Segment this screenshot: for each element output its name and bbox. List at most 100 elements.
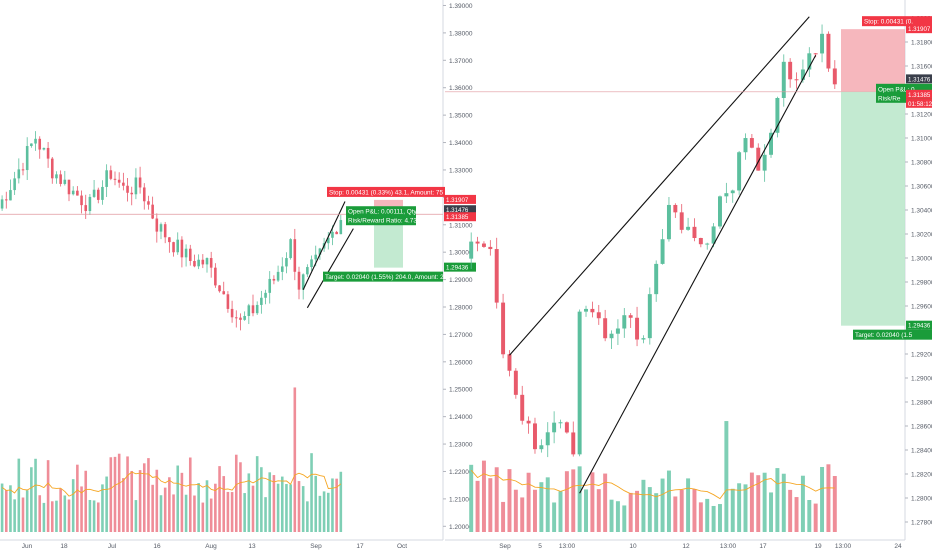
- volume-bar: [67, 499, 71, 532]
- trendline: [302, 201, 346, 290]
- volume-bar: [276, 483, 280, 532]
- candle-up: [545, 432, 550, 446]
- candle-down: [520, 394, 525, 421]
- volume-bar: [209, 498, 213, 532]
- risk-reward-label-box: [346, 215, 416, 226]
- volume-bar: [737, 483, 742, 532]
- y-tick-label: 1.30200: [911, 232, 932, 239]
- candle-down: [475, 241, 480, 244]
- target-zone: [841, 91, 905, 326]
- candle-up: [711, 226, 716, 244]
- volume-bar: [251, 485, 255, 532]
- candle-down: [513, 370, 518, 395]
- volume-bar: [788, 489, 793, 532]
- price-tag: 1.31476: [446, 207, 469, 214]
- volume-bar: [21, 497, 25, 532]
- candle-up: [666, 204, 671, 240]
- y-tick-label: 1.29800: [911, 280, 932, 287]
- volume-bar: [109, 457, 113, 532]
- volume-bar: [176, 465, 180, 532]
- stop-label: Stop: 0.00431 (0.33%) 43.1, Amount: 75: [329, 189, 443, 196]
- y-tick-label: 1.39000: [449, 3, 473, 10]
- volume-bar: [513, 489, 518, 532]
- right-chart-pane[interactable]: 1.320001.318001.316001.314001.312001.310…: [445, 0, 932, 550]
- y-tick-label: 1.28000: [911, 496, 932, 503]
- candle-up: [769, 132, 773, 155]
- candle-up: [339, 220, 343, 235]
- volume-bar: [654, 493, 659, 532]
- volume-bar: [306, 501, 309, 532]
- volume-bar: [218, 466, 221, 532]
- price-tag-box: [906, 320, 932, 330]
- x-tick-label: 17: [356, 543, 364, 550]
- candle-up: [647, 294, 652, 339]
- candle-down: [38, 138, 42, 150]
- candle-up: [615, 328, 620, 334]
- candle-up: [743, 138, 748, 153]
- y-tick-label: 1.27800: [911, 520, 932, 527]
- volume-bar: [201, 502, 205, 532]
- stop-label-box: [327, 186, 445, 197]
- volume-bar: [50, 501, 54, 532]
- stop-label-box: [862, 16, 932, 27]
- volume-bar: [762, 472, 767, 532]
- candle-up: [318, 248, 322, 255]
- volume-bar: [310, 453, 313, 532]
- candle-down: [488, 246, 493, 250]
- candle-down: [76, 190, 79, 196]
- candle-down: [749, 138, 754, 148]
- candle-down: [230, 308, 234, 318]
- candle-up: [63, 179, 67, 184]
- x-tick-label: 18: [60, 543, 68, 550]
- volume-bar: [692, 489, 697, 532]
- candle-up: [641, 338, 646, 340]
- candle-down: [628, 315, 633, 318]
- volume-moving-average: [1, 471, 342, 497]
- candle-up: [268, 278, 272, 293]
- target-label: Target: 0.02040 (1.55%) 204.0, Amount: 2…: [325, 274, 451, 281]
- candle-up: [17, 169, 21, 179]
- left-chart-pane[interactable]: 1.39000 1.38000 1.37000 1.36000 1.35000 1.340…: [0, 0, 476, 550]
- candle-down: [272, 278, 276, 281]
- candle-up: [724, 193, 729, 197]
- y-tick-label: 1.25000: [449, 387, 473, 394]
- volume-bar: [552, 502, 557, 532]
- y-tick-label: 1.33000: [449, 167, 473, 174]
- candle-up: [92, 189, 96, 197]
- y-tick-label: 1.29600: [911, 304, 932, 311]
- y-tick-label: 1.28800: [911, 400, 932, 407]
- volume-bar: [331, 478, 334, 532]
- y-tick-label: 1.28000: [449, 305, 473, 312]
- volume-bar: [159, 495, 163, 532]
- y-tick-label: 1.24000: [449, 414, 473, 421]
- volume-bar: [172, 494, 175, 532]
- volume-bar: [813, 503, 818, 532]
- candle-down: [756, 147, 761, 171]
- candle-up: [730, 190, 735, 194]
- volume-bar: [749, 472, 754, 532]
- candle-down: [142, 187, 146, 202]
- volume-bar: [494, 467, 499, 532]
- volume-bar: [293, 387, 297, 532]
- volume-bar: [705, 498, 710, 532]
- volume-bar: [520, 497, 525, 532]
- target-label-box: [853, 329, 932, 340]
- open-pnl-label-box: [346, 206, 416, 217]
- volume-bar: [820, 466, 825, 532]
- volume-bar: [239, 462, 242, 532]
- candle-down: [168, 237, 171, 243]
- candle-down: [234, 317, 238, 319]
- price-tag-box: [444, 262, 476, 272]
- x-tick-label: 5: [538, 543, 542, 550]
- volume-bar: [138, 470, 142, 532]
- volume-bar: [641, 479, 646, 532]
- candle-up: [654, 263, 659, 295]
- candle-down: [507, 354, 512, 371]
- volume-bar: [92, 500, 96, 532]
- volume-bar: [647, 487, 652, 532]
- candle-down: [635, 317, 640, 340]
- volume-bar: [686, 478, 691, 532]
- candle-up: [331, 231, 334, 238]
